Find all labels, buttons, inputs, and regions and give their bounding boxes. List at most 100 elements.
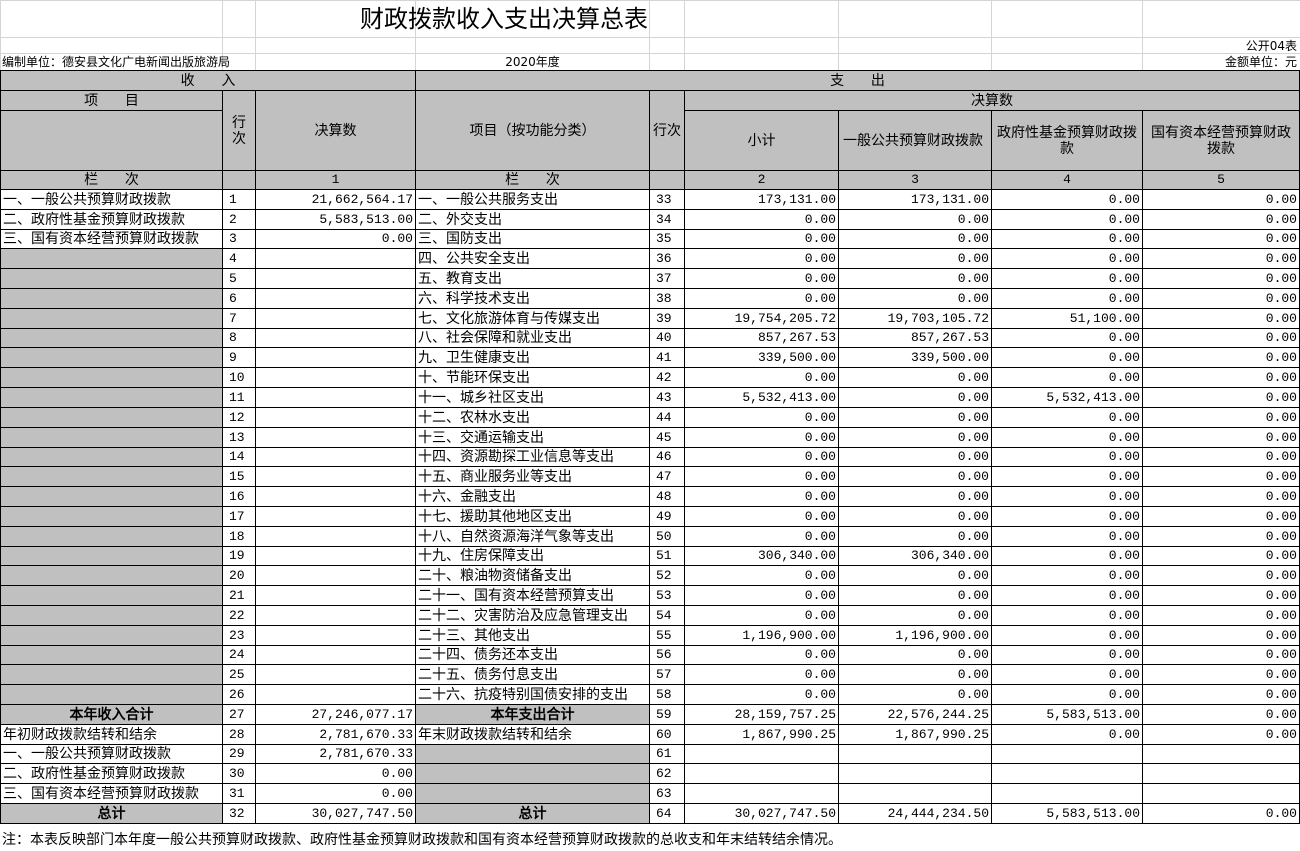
grid-cell [649, 53, 685, 71]
grid-cell [684, 0, 839, 38]
line-no: 56 [649, 645, 685, 665]
expense-item: 二十六、抗疫特别国债安排的支出 [415, 684, 650, 705]
income-item [0, 684, 223, 705]
amount: 0.00 [991, 645, 1143, 665]
line-no: 34 [649, 209, 685, 230]
line-no: 42 [649, 367, 685, 388]
amount: 0.00 [1142, 466, 1300, 487]
amount: 0.00 [991, 605, 1143, 626]
amount: 306,340.00 [684, 546, 839, 566]
amount: 0.00 [991, 189, 1143, 210]
amount: 22,576,244.25 [838, 704, 992, 725]
amount: 0.00 [1142, 724, 1300, 745]
amount: 0.00 [684, 209, 839, 230]
amount: 0.00 [1142, 268, 1300, 289]
amount: 0.00 [1142, 704, 1300, 725]
amount: 0.00 [684, 605, 839, 626]
line-no: 59 [649, 704, 685, 725]
line-no: 23 [222, 625, 256, 646]
amount: 0.00 [684, 407, 839, 428]
amount: 0.00 [684, 486, 839, 507]
expense-item: 十五、商业服务业等支出 [415, 466, 650, 487]
line-no: 1 [222, 189, 256, 210]
line-no: 41 [649, 347, 685, 368]
amount: 21,662,564.17 [255, 189, 416, 210]
income-item [0, 288, 223, 309]
grid-cell [991, 53, 1143, 71]
amount: 5,532,413.00 [684, 387, 839, 408]
amount: 0.00 [838, 387, 992, 408]
amount [255, 585, 416, 606]
amount [255, 565, 416, 586]
amount [255, 506, 416, 527]
amount: 0.00 [1142, 407, 1300, 428]
col-blank [222, 170, 256, 190]
amount: 5,532,413.00 [991, 387, 1143, 408]
amount [1142, 763, 1300, 784]
income-item [0, 506, 223, 527]
line-no: 52 [649, 565, 685, 586]
col-blank [649, 170, 685, 190]
grid-cell [684, 53, 839, 71]
amount: 19,703,105.72 [838, 308, 992, 329]
amount: 0.00 [684, 229, 839, 249]
line-no: 37 [649, 268, 685, 289]
amount [255, 427, 416, 448]
amount: 0.00 [1142, 189, 1300, 210]
amount [1142, 783, 1300, 804]
amount: 2,781,670.33 [255, 744, 416, 764]
amount: 0.00 [991, 447, 1143, 467]
amount: 0.00 [684, 288, 839, 309]
expense-item: 二十、粮油物资储备支出 [415, 565, 650, 586]
amount: 30,027,747.50 [255, 803, 416, 824]
expense-item: 一、一般公共服务支出 [415, 189, 650, 210]
amount: 0.00 [1142, 288, 1300, 309]
col-number: 4 [991, 170, 1143, 190]
amount: 0.00 [991, 506, 1143, 527]
amount: 0.00 [1142, 565, 1300, 586]
amount [991, 763, 1143, 784]
line-no: 13 [222, 427, 256, 448]
amount: 0.00 [838, 466, 992, 487]
amount: 0.00 [1142, 605, 1300, 626]
col-label: 栏 次 [0, 170, 223, 190]
amount: 0.00 [684, 248, 839, 269]
amount: 0.00 [1142, 387, 1300, 408]
line-no: 62 [649, 763, 685, 784]
amount: 0.00 [684, 268, 839, 289]
income-item [0, 605, 223, 626]
line-no: 43 [649, 387, 685, 408]
expense-item [415, 783, 650, 804]
amount: 0.00 [991, 625, 1143, 646]
amount: 0.00 [838, 684, 992, 705]
expense-item: 九、卫生健康支出 [415, 347, 650, 368]
amount: 0.00 [684, 447, 839, 467]
amount [684, 763, 839, 784]
amount [684, 744, 839, 764]
amount: 0.00 [838, 664, 992, 685]
amount [255, 407, 416, 428]
line-no: 38 [649, 288, 685, 309]
title: 财政拨款收入支出决算总表 [360, 5, 648, 33]
line-no: 20 [222, 565, 256, 586]
grid-cell [255, 37, 416, 54]
grid-cell [838, 0, 992, 38]
income-item: 二、政府性基金预算财政拨款 [0, 209, 223, 230]
amount [838, 744, 992, 764]
income-item: 三、国有资本经营预算财政拨款 [0, 783, 223, 804]
amount: 1,196,900.00 [684, 625, 839, 646]
income-item: 三、国有资本经营预算财政拨款 [0, 229, 223, 249]
income-item [0, 387, 223, 408]
line-no: 9 [222, 347, 256, 368]
expense-item: 十二、农林水支出 [415, 407, 650, 428]
line-no: 40 [649, 328, 685, 348]
expense-item: 二十一、国有资本经营预算支出 [415, 585, 650, 606]
amount: 0.00 [1142, 684, 1300, 705]
header-line: 行次 [222, 90, 256, 171]
amount: 0.00 [838, 565, 992, 586]
amount: 5,583,513.00 [991, 704, 1143, 725]
header-blank [0, 110, 223, 171]
expense-item: 七、文化旅游体育与传媒支出 [415, 308, 650, 329]
line-no: 44 [649, 407, 685, 428]
amount: 1,867,990.25 [684, 724, 839, 745]
